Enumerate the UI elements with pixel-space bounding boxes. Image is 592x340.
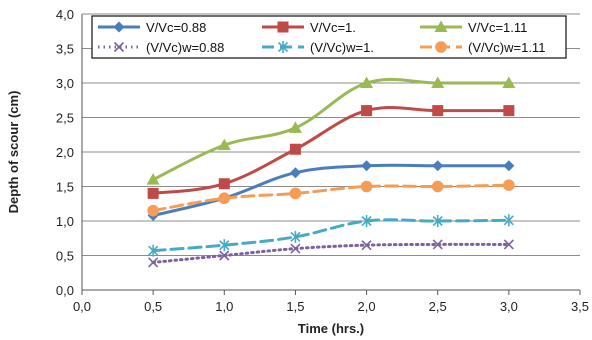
y-tick-label: 3,0 <box>56 76 74 91</box>
data-point <box>219 239 230 252</box>
legend-marker <box>277 41 289 53</box>
data-point <box>146 173 160 185</box>
marker-stroke <box>290 243 301 254</box>
data-point <box>148 257 159 268</box>
data-point <box>432 105 444 117</box>
legend-marker <box>277 21 289 33</box>
data-point <box>503 214 514 227</box>
data-point <box>361 240 372 251</box>
y-tick-labels: 0,0 0,5 1,0 1,5 2,0 2,5 3,0 3,5 4,0 <box>56 7 74 298</box>
legend-label: V/Vc=1.11 <box>468 20 527 35</box>
data-point <box>431 180 444 193</box>
legend-item-5: (V/Vc)w=1. <box>262 40 374 55</box>
series-3 <box>146 76 516 185</box>
legend-marker <box>113 21 125 33</box>
x-tick-label: 0,0 <box>73 299 91 314</box>
series-5 <box>148 214 514 257</box>
data-point <box>290 243 301 254</box>
data-point <box>289 167 301 179</box>
marker-stroke <box>503 239 514 250</box>
legend-item-6: (V/Vc)w=1.11 <box>420 40 545 55</box>
y-tick-label: 0,5 <box>56 249 74 264</box>
x-tick-label: 1,0 <box>215 299 233 314</box>
x-tick-label: 2,5 <box>429 299 447 314</box>
data-point <box>361 160 373 172</box>
data-point <box>503 160 515 172</box>
x-axis-title: Time (hrs.) <box>298 321 364 336</box>
legend-marker <box>113 41 125 53</box>
x-tick-label: 3,5 <box>571 299 589 314</box>
data-point <box>219 250 230 261</box>
series-line <box>151 77 511 182</box>
data-point <box>288 121 302 133</box>
legend-label: (V/Vc)w=1.11 <box>468 40 545 55</box>
data-point <box>432 239 443 250</box>
data-point <box>147 187 159 199</box>
legend-box <box>91 15 567 59</box>
series-group <box>146 76 516 268</box>
legend: V/Vc=0.88 V/Vc=1. V/Vc=1.11 (V/Vc)w=0.88 (V/… <box>91 15 567 59</box>
y-tick-label: 4,0 <box>56 7 74 22</box>
data-point <box>360 76 374 88</box>
axes <box>81 14 581 295</box>
y-tick-label: 1,5 <box>56 180 74 195</box>
x-tick-label: 2,0 <box>358 299 376 314</box>
y-tick-label: 0,0 <box>56 283 74 298</box>
marker-stroke <box>219 250 230 261</box>
data-point <box>502 76 516 88</box>
series-line <box>151 242 511 264</box>
data-point <box>217 138 231 151</box>
data-point <box>148 244 159 257</box>
legend-label: (V/Vc)w=0.88 <box>146 40 224 55</box>
x-tick-labels: 0,0 0,5 1,0 1,5 2,0 2,5 3,0 3,5 <box>73 299 589 314</box>
legend-label: V/Vc=0.88 <box>146 20 206 35</box>
data-point <box>289 187 302 200</box>
data-point <box>432 160 444 172</box>
data-point <box>289 143 301 155</box>
data-point <box>361 105 373 117</box>
marker-stroke <box>113 41 125 53</box>
y-tick-label: 2,5 <box>56 111 74 126</box>
legend-label: (V/Vc)w=1. <box>310 40 374 55</box>
y-tick-label: 3,5 <box>56 42 74 57</box>
marker-stroke <box>148 257 159 268</box>
data-point <box>290 230 301 243</box>
x-tick-label: 3,0 <box>500 299 518 314</box>
data-point <box>361 215 372 227</box>
series-6 <box>147 179 515 217</box>
x-tick-label: 0,5 <box>144 299 162 314</box>
marker-stroke <box>432 239 443 250</box>
data-point <box>360 180 373 193</box>
legend-marker <box>435 41 447 53</box>
series-4 <box>148 239 514 268</box>
data-point <box>147 204 159 217</box>
marker-stroke <box>361 240 372 251</box>
data-point <box>503 105 515 117</box>
legend-item-2: V/Vc=1. <box>262 20 356 35</box>
series-line <box>151 106 511 195</box>
data-point <box>503 179 515 191</box>
series-2 <box>147 105 515 199</box>
data-point <box>218 192 231 205</box>
data-point <box>431 76 445 88</box>
legend-item-4: (V/Vc)w=0.88 <box>98 40 224 55</box>
data-point <box>432 215 443 227</box>
legend-label: V/Vc=1. <box>310 20 356 35</box>
data-point <box>218 178 230 190</box>
x-tick-label: 1,5 <box>286 299 304 314</box>
series-line <box>151 218 511 253</box>
y-tick-label: 1,0 <box>56 214 74 229</box>
legend-item-1: V/Vc=0.88 <box>98 20 206 35</box>
y-axis-title: Depth of scour (cm) <box>6 91 21 214</box>
data-point <box>503 239 514 250</box>
series-line <box>151 183 511 213</box>
legend-marker <box>434 20 448 32</box>
y-tick-label: 2,0 <box>56 145 74 160</box>
legend-item-3: V/Vc=1.11 <box>420 20 527 35</box>
